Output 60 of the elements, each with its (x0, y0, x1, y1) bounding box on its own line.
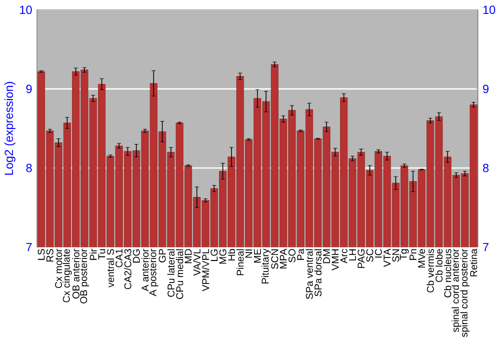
x-tick-label: Pn (410, 249, 416, 260)
x-tick-label: LG (210, 249, 218, 261)
x-tick-label: Tu (98, 249, 106, 260)
x-tick-label: VTA (384, 248, 390, 267)
x-tick-label: Pa (297, 248, 304, 260)
x-tick-label: MPA (280, 248, 287, 268)
x-tick-label: Cb lobe (435, 248, 443, 282)
x-tick-label: Cx motor (55, 248, 62, 288)
x-tick-label: CA1 (116, 248, 123, 268)
x-tick-label: A posterior (149, 248, 158, 296)
x-tick-label: spinal cord posterior (460, 248, 470, 337)
x-tick-label: Pir (90, 248, 97, 260)
x-tick-label: SPa dorsal (314, 249, 322, 296)
x-tick-label: ventral S (106, 248, 114, 288)
x-tick-label: Tg (400, 249, 409, 260)
x-tick-label: DG (132, 249, 140, 262)
x-tick-label: Cb vermis (426, 248, 434, 292)
y-tick-label: 9 (26, 84, 32, 93)
x-tick-label: OB anterior (72, 248, 80, 298)
x-tick-label: MVe (418, 248, 426, 268)
x-tick-label: ME (254, 248, 261, 262)
x-tick-label: GP (158, 248, 166, 262)
y-tick-label: 7 (26, 242, 32, 251)
x-tick-label: SPa ventral (306, 249, 313, 299)
x-tick-label: DM (323, 249, 330, 263)
y2-tick-label: 7 (483, 242, 488, 251)
y-tick-label: 10 (20, 5, 32, 14)
y2-tick-label: 9 (483, 84, 489, 93)
x-tick-label: SN (392, 249, 400, 262)
x-tick-label: VMH (332, 249, 339, 270)
x-tick-label: LH (349, 249, 356, 260)
x-tick-label: PAG (358, 249, 365, 268)
x-tick-label: CPu medial (176, 249, 184, 299)
x-tick-label: MD (184, 248, 192, 263)
x-tick-label: OB posterior (80, 248, 90, 304)
x-tick-label: Pineal (236, 249, 244, 275)
x-tick-label: SC (366, 248, 374, 262)
x-tick-label: Cx cingulate (62, 248, 72, 302)
x-tick-label: SO (288, 248, 296, 262)
x-tick-label: MG (219, 249, 226, 264)
y-axis-title: Log2 (expression) (4, 82, 16, 175)
x-tick-label: Cb nucleus (444, 248, 452, 298)
x-tick-label: LS (38, 248, 45, 260)
x-tick-label: Arc (340, 248, 348, 264)
x-tick-label: NI (245, 249, 252, 258)
x-tick-label: VA/VL (193, 248, 200, 276)
y-tick-label: 8 (26, 164, 32, 172)
x-tick-label: A anterior (141, 248, 149, 292)
x-tick-label: Retina (470, 248, 478, 276)
y2-tick-label: 10 (483, 5, 496, 14)
y2-tick-label: 8 (483, 164, 489, 172)
x-tick-label: Pituitary (261, 248, 271, 284)
x-tick-label: SCN (271, 249, 278, 269)
x-tick-label: RS (46, 248, 54, 262)
x-tick-label: CA2/CA3 (124, 248, 132, 289)
x-tick-label: CPu lateral (167, 249, 175, 297)
x-tick-label: spinal cord anterior (452, 248, 461, 332)
x-tick-label: IC (374, 248, 382, 258)
x-tick-label: Hb (228, 248, 236, 260)
x-tick-label: VPM/VPL (202, 248, 210, 292)
